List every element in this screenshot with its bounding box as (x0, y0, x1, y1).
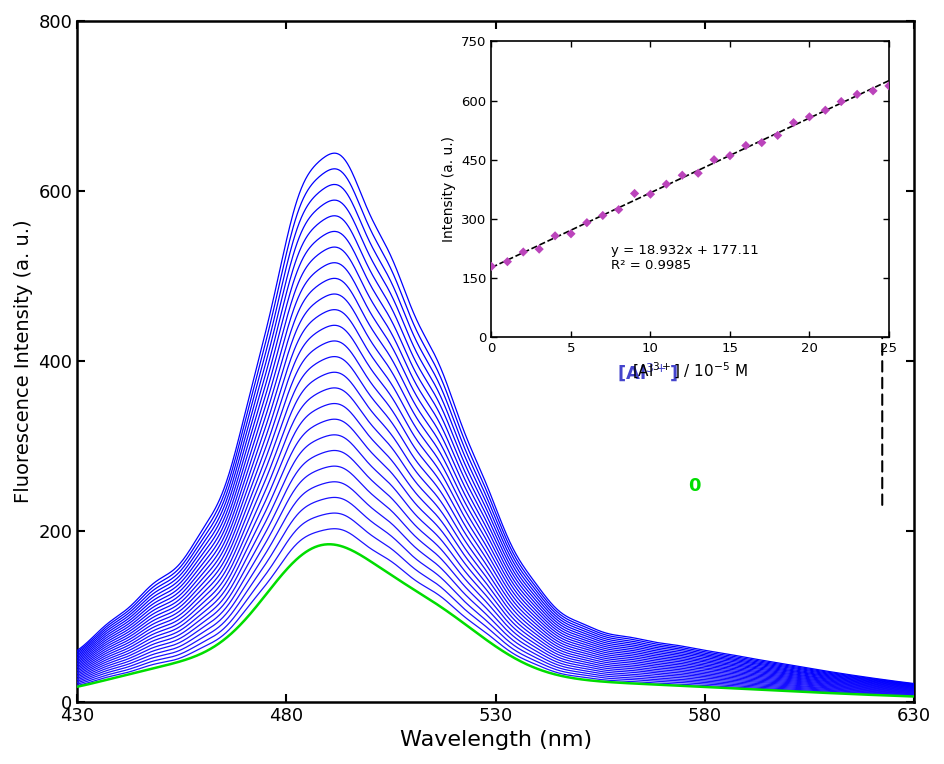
Text: [Al$^{3+}$]: [Al$^{3+}$] (616, 361, 678, 383)
Y-axis label: Fluorescence Intensity (a. u.): Fluorescence Intensity (a. u.) (14, 219, 33, 503)
Text: 0: 0 (687, 477, 700, 494)
Text: 25 x 10$^{-5}$ M: 25 x 10$^{-5}$ M (575, 280, 693, 300)
X-axis label: Wavelength (nm): Wavelength (nm) (399, 730, 591, 750)
